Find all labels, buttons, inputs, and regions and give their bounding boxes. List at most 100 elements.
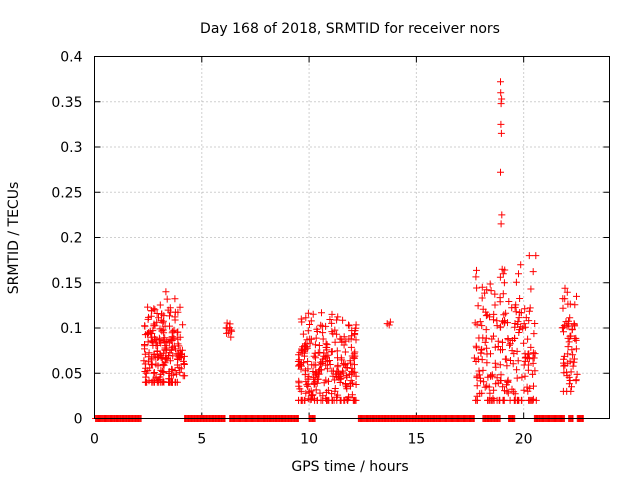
data-point [337, 374, 345, 382]
data-point [141, 378, 149, 386]
data-point [166, 357, 174, 365]
data-point [487, 287, 495, 295]
data-point [564, 359, 572, 367]
data-point [484, 396, 492, 404]
data-point [323, 346, 331, 354]
data-point [301, 371, 309, 379]
data-point [144, 367, 152, 375]
data-point [297, 396, 305, 404]
data-point [326, 316, 334, 323]
data-point [348, 364, 356, 372]
data-point [565, 380, 573, 388]
data-point [304, 358, 312, 365]
data-point [568, 326, 576, 334]
data-point [319, 329, 327, 337]
data-point [174, 355, 182, 363]
data-point [506, 341, 513, 349]
data-point [498, 95, 506, 103]
grid-layer [94, 56, 610, 419]
data-point [477, 349, 485, 357]
data-point [493, 322, 501, 330]
data-point [499, 270, 507, 278]
data-point [567, 368, 575, 376]
data-point [301, 349, 308, 357]
data-point [167, 337, 175, 345]
data-point [327, 348, 335, 356]
data-point [474, 302, 482, 310]
data-point [322, 353, 330, 361]
data-point [564, 300, 572, 308]
data-point [331, 326, 339, 334]
data-point [324, 351, 332, 359]
data-point [497, 323, 505, 331]
data-point [331, 338, 339, 346]
data-point [164, 306, 172, 314]
data-point [157, 316, 165, 324]
data-point [520, 320, 528, 328]
data-point [526, 384, 534, 392]
data-point [145, 349, 153, 357]
data-point [148, 330, 156, 337]
data-point [180, 360, 188, 368]
data-point [318, 322, 326, 330]
data-point [166, 322, 173, 330]
data-point [530, 330, 538, 338]
data-point [166, 349, 174, 357]
data-point [512, 301, 520, 309]
data-point [304, 395, 312, 403]
data-point [497, 168, 504, 176]
data-point [565, 373, 573, 381]
data-point [478, 294, 486, 302]
y-tick-label: 0.25 [51, 185, 82, 201]
data-point [159, 360, 167, 368]
data-point [320, 349, 328, 357]
data-point [561, 284, 569, 292]
data-point [531, 367, 539, 375]
data-point [516, 326, 523, 334]
data-point [503, 362, 511, 370]
data-point [488, 372, 496, 380]
data-point [168, 371, 176, 379]
data-point [563, 387, 571, 395]
data-point [515, 329, 523, 336]
data-point [528, 396, 536, 404]
data-point [352, 372, 360, 380]
data-point [524, 335, 532, 343]
data-point [171, 295, 179, 303]
data-point [531, 350, 539, 358]
plot-frame [94, 56, 610, 419]
data-point [531, 320, 539, 327]
data-point [163, 295, 171, 303]
data-point [524, 366, 532, 374]
x-tick-label: 5 [197, 432, 206, 448]
data-point [572, 377, 580, 385]
data-point [475, 367, 483, 375]
data-point [501, 317, 509, 325]
data-point [351, 327, 359, 335]
data-point [297, 387, 305, 395]
data-point [491, 301, 499, 309]
data-point [333, 347, 341, 355]
data-point [228, 327, 236, 335]
data-point [473, 382, 481, 390]
data-point [141, 322, 149, 330]
data-point [347, 343, 355, 351]
data-point [572, 336, 580, 344]
data-point [472, 396, 480, 404]
data-point [311, 396, 319, 404]
data-point [518, 396, 526, 404]
data-point [310, 352, 318, 360]
data-point [315, 342, 323, 349]
data-point [515, 270, 522, 278]
data-point [337, 335, 345, 343]
data-point [529, 268, 537, 276]
data-point [507, 357, 514, 364]
data-point [304, 327, 312, 335]
data-point [344, 396, 352, 404]
data-point [312, 334, 320, 342]
data-point [500, 279, 508, 287]
data-point [527, 285, 535, 293]
data-point [325, 377, 332, 385]
data-point [499, 290, 507, 298]
data-point [153, 378, 161, 386]
